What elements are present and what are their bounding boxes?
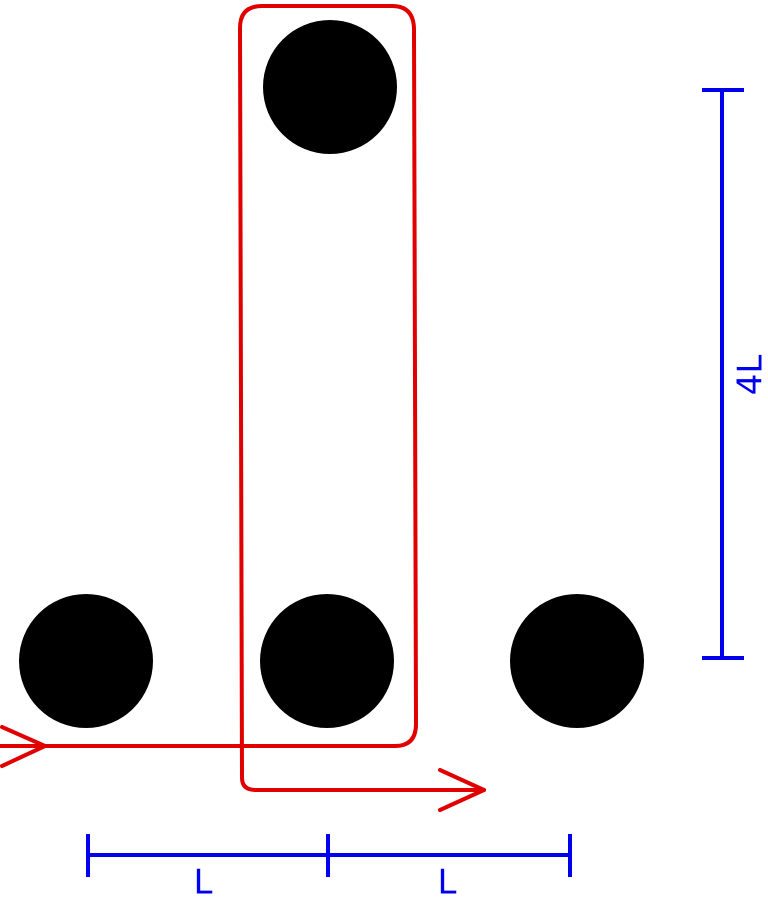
arrowhead xyxy=(0,725,47,768)
particle xyxy=(510,594,644,728)
dimension-label: L xyxy=(438,863,457,900)
particles xyxy=(19,20,644,728)
particle xyxy=(260,594,394,728)
path xyxy=(0,4,486,812)
particle xyxy=(263,20,397,154)
dimension-label: 4L xyxy=(731,355,768,396)
particle xyxy=(19,594,153,728)
dimension-lines xyxy=(86,88,744,877)
arrowhead xyxy=(438,768,486,812)
dimension-label: L xyxy=(194,863,213,900)
trajectory xyxy=(0,4,486,792)
